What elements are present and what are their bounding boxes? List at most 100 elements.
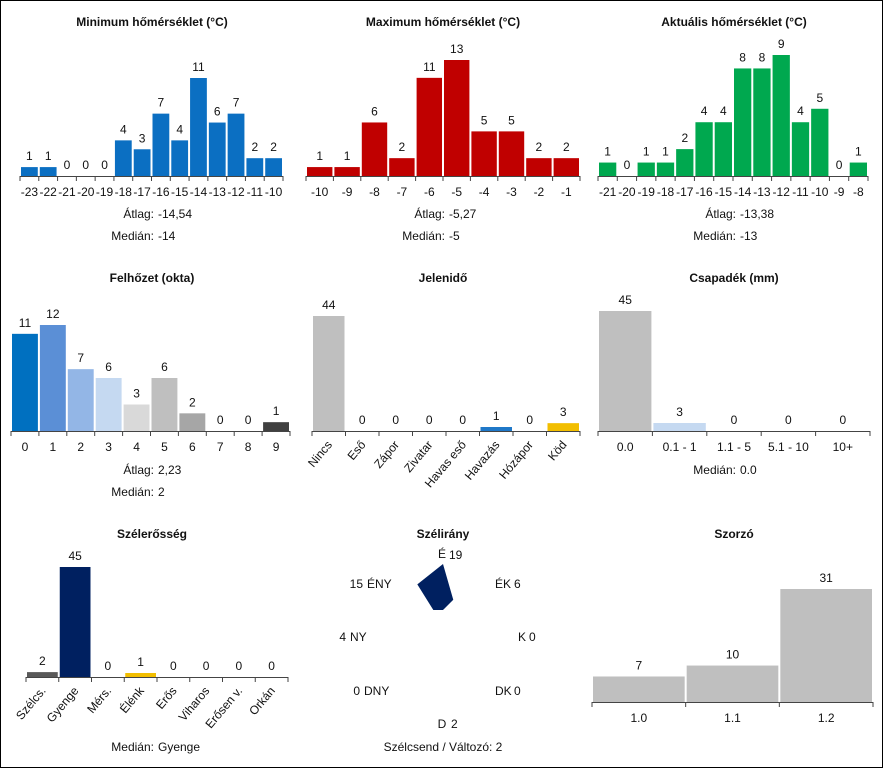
min-chart: Minimum hőmérséklet (°C) 1 -23 1 -22 0 -21 0 -20… xyxy=(19,15,284,243)
akt-data-label: 8 xyxy=(739,50,746,64)
max-bar xyxy=(444,60,470,176)
csapadek-data-label: 3 xyxy=(676,405,683,419)
min-data-label: 4 xyxy=(176,122,183,136)
felhozet-bar xyxy=(263,422,289,431)
szelerosseg-data-label: 0 xyxy=(170,659,177,673)
min-data-label: 11 xyxy=(192,60,205,74)
felhozet-stat-value: 2 xyxy=(158,485,165,499)
felhozet-data-label: 12 xyxy=(46,307,60,321)
akt-bar xyxy=(734,68,752,176)
wind-dir-label: ÉK xyxy=(495,576,511,591)
csapadek-bar xyxy=(599,311,652,431)
akt-bar xyxy=(676,149,694,176)
min-tick-label: -10 xyxy=(265,185,283,199)
szorzo-tick-label: 1.0 xyxy=(630,711,647,725)
min-title: Minimum hőmérséklet (°C) xyxy=(76,15,228,29)
szorzo-chart: Szorzó 7 1.0 10 1.1 31 1.2 xyxy=(591,527,874,725)
felhozet-tick-label: 8 xyxy=(245,440,252,454)
jelenido-bar xyxy=(480,427,512,431)
wind-dir-value: 19 xyxy=(449,548,463,562)
jelenido-title: Jelenidő xyxy=(419,271,468,285)
felhozet-data-label: 3 xyxy=(133,387,140,401)
felhozet-bar xyxy=(39,325,66,431)
wind-dir-label: D xyxy=(438,717,447,731)
akt-data-label: 1 xyxy=(643,145,650,159)
csapadek-tick-label: 5.1 - 10 xyxy=(768,440,809,454)
max-tick-label: -5 xyxy=(451,185,462,199)
min-tick-label: -19 xyxy=(96,185,114,199)
max-data-label: 5 xyxy=(508,113,515,127)
szorzo-data-label: 31 xyxy=(819,571,833,585)
szelerosseg-title: Szélerősség xyxy=(117,527,187,541)
felhozet-data-label: 7 xyxy=(77,351,84,365)
min-tick-label: -17 xyxy=(133,185,151,199)
min-data-label: 1 xyxy=(45,149,52,163)
felhozet-tick-label: 2 xyxy=(77,440,84,454)
wind-dir-label: K xyxy=(518,630,526,644)
max-bar xyxy=(416,77,442,176)
felhozet-title: Felhőzet (okta) xyxy=(110,271,195,285)
min-bar xyxy=(152,113,170,176)
csapadek-tick-label: 10+ xyxy=(833,440,853,454)
wind-dir-label: NY xyxy=(350,630,367,644)
min-bar xyxy=(114,140,132,176)
felhozet-stat-value: 2,23 xyxy=(158,463,182,477)
jelenido-bar xyxy=(313,316,345,431)
akt-data-label: 5 xyxy=(816,91,823,105)
wind-dir-value: 0 xyxy=(529,630,536,644)
min-data-label: 3 xyxy=(139,131,146,145)
akt-bar xyxy=(695,122,713,176)
szorzo-title: Szorzó xyxy=(714,527,753,541)
min-bar xyxy=(21,167,38,176)
szelerosseg-tick-label: Mérs. xyxy=(84,684,114,716)
max-data-label: 5 xyxy=(481,113,488,127)
wind-dir-value: 0 xyxy=(353,684,360,698)
max-bar xyxy=(334,167,360,176)
csapadek-title: Csapadék (mm) xyxy=(689,271,778,285)
max-bar xyxy=(389,158,415,176)
max-tick-label: -10 xyxy=(311,185,329,199)
jelenido-tick-label: Havazás xyxy=(462,438,503,483)
min-data-label: 0 xyxy=(64,158,71,172)
akt-tick-label: -20 xyxy=(618,185,636,199)
csapadek-data-label: 45 xyxy=(619,293,633,307)
min-data-label: 4 xyxy=(120,122,127,136)
felhozet-bar xyxy=(151,378,178,431)
jelenido-tick-label: Eső xyxy=(345,438,369,463)
szorzo-bar xyxy=(780,589,872,702)
akt-data-label: 4 xyxy=(720,104,727,118)
wind-direction-polygon xyxy=(417,564,454,615)
akt-stat-label: Átlag: xyxy=(705,206,736,221)
jelenido-bar xyxy=(547,423,579,431)
jelenido-tick-label: Nincs xyxy=(305,438,335,470)
min-tick-label: -21 xyxy=(58,185,76,199)
szelerosseg-chart: Szélerősség2Szélcs.45Gyenge0Mérs.1Élénk0… xyxy=(13,527,289,754)
wind-dir-value: 6 xyxy=(514,577,521,591)
jelenido-data-label: 1 xyxy=(493,409,500,423)
min-bar xyxy=(39,167,57,176)
max-data-label: 1 xyxy=(344,149,351,163)
csapadek-stat-value: 0.0 xyxy=(740,463,757,477)
csapadek-bar xyxy=(653,423,706,431)
max-tick-label: -7 xyxy=(397,185,408,199)
akt-bar xyxy=(791,122,810,176)
szelerosseg-bar xyxy=(59,567,91,677)
max-tick-label: -6 xyxy=(424,185,435,199)
akt-tick-label: -16 xyxy=(695,185,713,199)
akt-bar xyxy=(753,68,771,176)
csapadek-stat-label: Medián: xyxy=(693,463,736,477)
akt-data-label: 1 xyxy=(855,145,862,159)
min-data-label: 1 xyxy=(26,149,33,163)
szelirany-title: Szélirány xyxy=(417,527,470,541)
akt-bar xyxy=(772,55,790,176)
jelenido-data-label: 0 xyxy=(459,413,466,427)
felhozet-chart: Felhőzet (okta) 11 0 12 1 7 2 6 3 3 4 6 5 2 6 0 7 0 8 1 9 Átl… xyxy=(10,271,291,499)
min-tick-label: -14 xyxy=(190,185,208,199)
csapadek-data-label: 0 xyxy=(785,413,792,427)
csapadek-chart: Csapadék (mm) 45 0.0 3 0.1 - 1 0 1.1 - 5 0 5.1 -… xyxy=(597,271,871,477)
akt-tick-label: -11 xyxy=(792,185,809,199)
max-data-label: 2 xyxy=(563,140,570,154)
akt-data-label: 9 xyxy=(778,37,785,51)
